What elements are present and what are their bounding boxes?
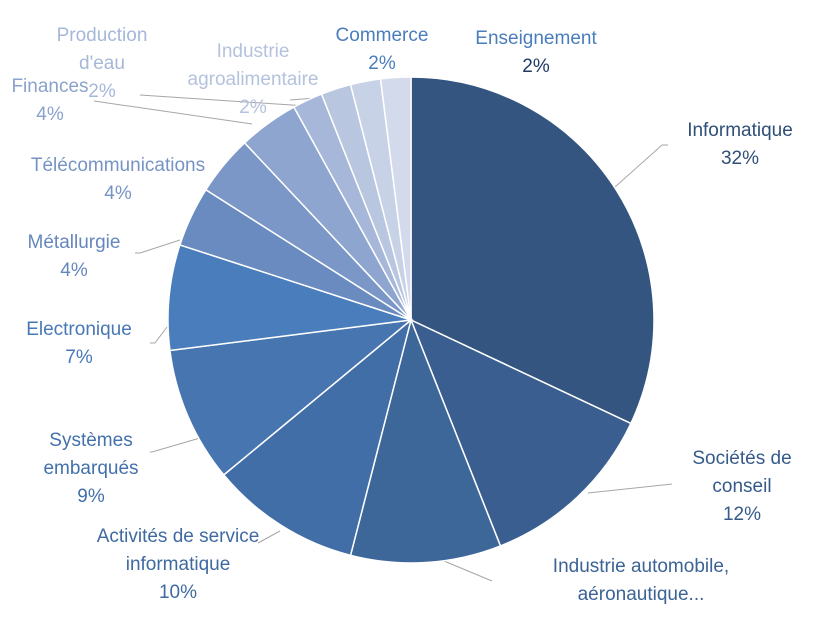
- leader-line: [150, 437, 201, 453]
- slice-label: Télécommunications 4%: [31, 155, 205, 204]
- slice-percent: 4%: [60, 260, 88, 281]
- pie-slice: [409, 318, 632, 547]
- slice-label: Production d'eau 2%: [57, 25, 148, 102]
- pie-slice: [222, 317, 413, 557]
- slice-label: Activités de service informatique 10%: [97, 526, 260, 603]
- slice-percent: 9%: [77, 486, 105, 507]
- slice-label-line: Commerce: [336, 25, 429, 46]
- leader-line: [614, 144, 668, 188]
- slice-label-line: aéronautique...: [578, 584, 705, 605]
- slice-label-line: Production: [57, 25, 148, 46]
- leader-line: [587, 483, 673, 494]
- slice-label-line: Industrie: [217, 41, 290, 62]
- slice-percent: 32%: [721, 148, 759, 169]
- slice-label-line: Informatique: [687, 120, 793, 141]
- leader-line: [93, 100, 253, 125]
- slice-percent: 2%: [88, 81, 116, 102]
- slice-label: Métallurgie 4%: [28, 232, 121, 281]
- slice-label: Informatique 32%: [687, 120, 793, 169]
- leader-line: [257, 530, 281, 544]
- pie-slice: [167, 243, 412, 352]
- slice-percent: 2%: [522, 56, 550, 77]
- leader-line: [139, 94, 308, 107]
- pie-slice: [410, 76, 655, 425]
- slice-percent: 2%: [368, 53, 396, 74]
- slice-label: Electronique 7%: [26, 319, 132, 368]
- slice-percent: 2%: [239, 97, 267, 118]
- pie-slice: [349, 317, 502, 564]
- leader-line: [135, 239, 181, 254]
- slice-label-line: Enseignement: [475, 28, 597, 49]
- pie-slices: [167, 76, 655, 564]
- slice-label-line: Electronique: [26, 319, 132, 340]
- slice-label: Finances 4%: [11, 76, 88, 125]
- slice-label-line: agroalimentaire: [188, 69, 319, 90]
- slice-label: Systèmes embarqués 9%: [43, 430, 138, 507]
- slice-percent: 12%: [723, 504, 761, 525]
- slice-percent: 7%: [65, 347, 93, 368]
- leader-line: [150, 326, 168, 344]
- slice-label: Commerce 2%: [336, 25, 429, 74]
- slice-label: Sociétés de conseil 12%: [692, 448, 791, 525]
- slice-percent: 4%: [36, 104, 64, 125]
- slice-label-line: d'eau: [79, 53, 125, 74]
- slice-label-line: Télécommunications: [31, 155, 205, 176]
- slice-percent: 10%: [159, 582, 197, 603]
- slice-label-line: Industrie automobile,: [553, 556, 729, 577]
- slice-label-line: embarqués: [43, 458, 138, 479]
- slice-label: Enseignement 2%: [475, 28, 597, 77]
- pie-slice: [379, 76, 412, 321]
- slice-label-line: informatique: [126, 554, 231, 575]
- slice-label-line: Finances: [11, 76, 88, 97]
- slice-label-line: Systèmes: [49, 430, 132, 451]
- slice-label-line: Sociétés de: [692, 448, 791, 469]
- slice-label: Industrie automobile, aéronautique...: [553, 556, 729, 605]
- pie-slice: [169, 318, 414, 476]
- slice-percent: 4%: [104, 183, 132, 204]
- slice-label-line: Activités de service: [97, 526, 260, 547]
- slice-label: Industrie agroalimentaire 2%: [188, 41, 319, 118]
- slice-label-line: conseil: [712, 476, 771, 497]
- data-labels: Informatique 32% Sociétés de conseil 12% Indu…: [11, 25, 792, 605]
- slice-label-line: Métallurgie: [28, 232, 121, 253]
